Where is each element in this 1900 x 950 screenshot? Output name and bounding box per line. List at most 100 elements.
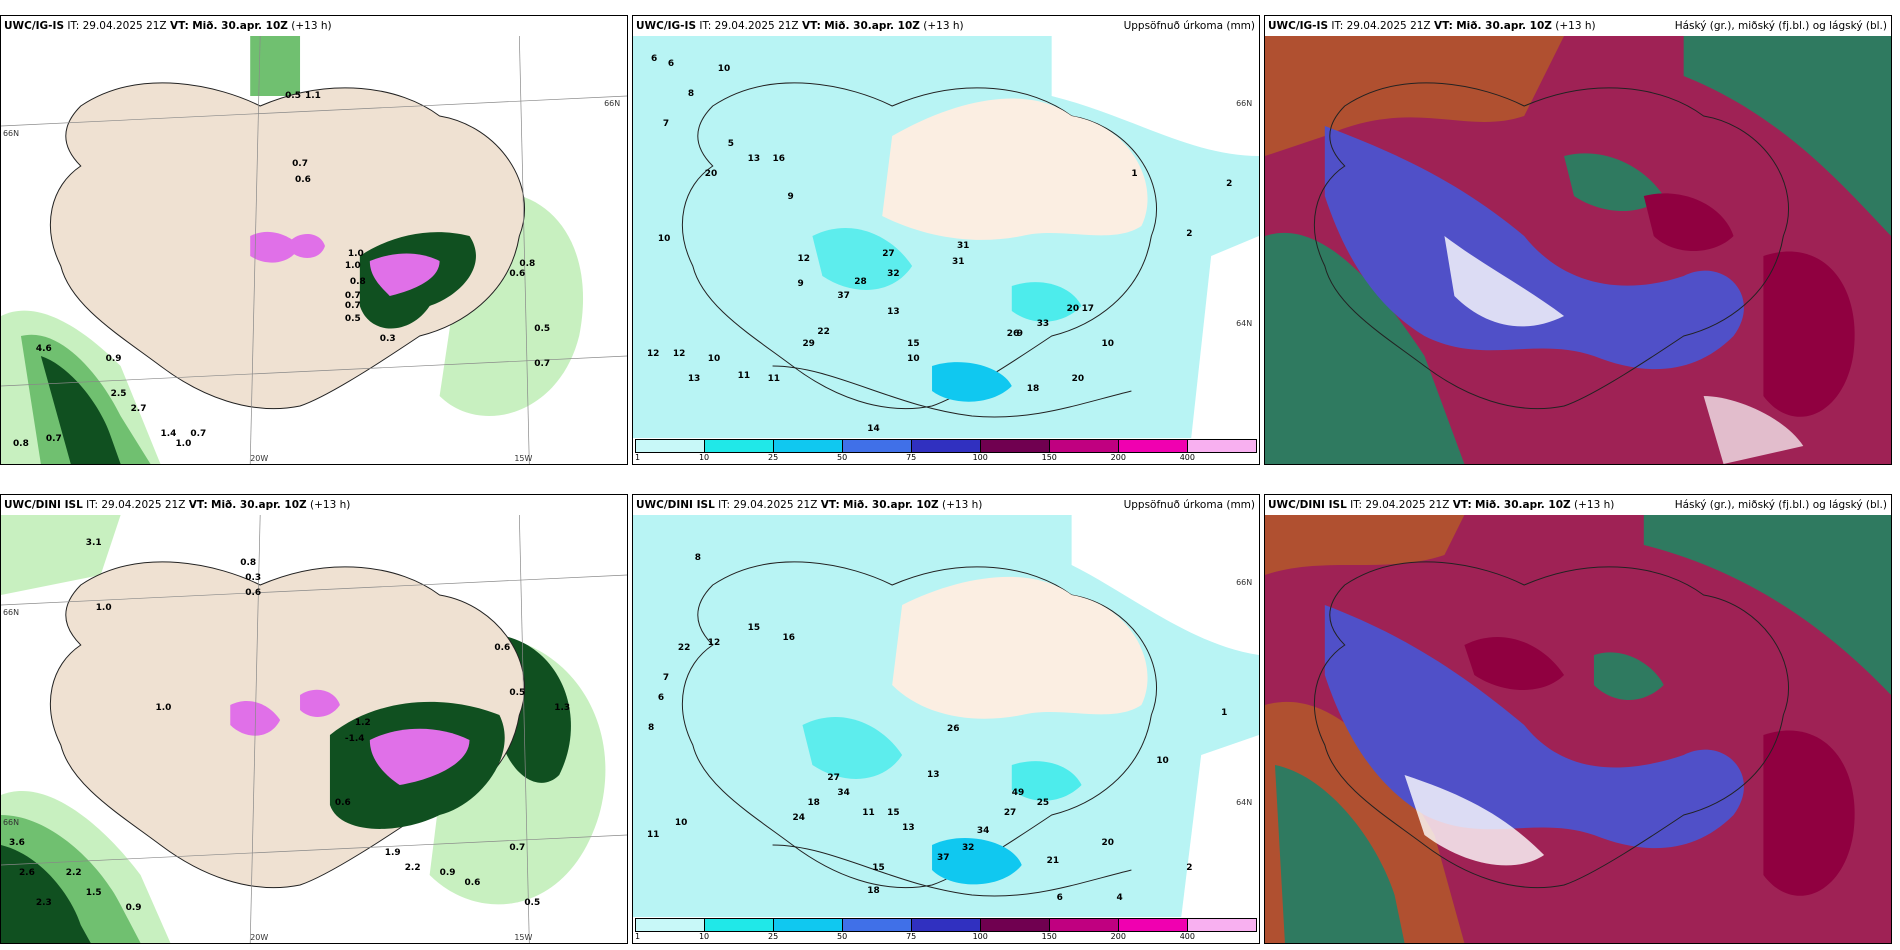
model-name: UWC/IG-IS: [4, 20, 65, 32]
colorbar-swatch: [636, 919, 705, 931]
value-label: 13: [902, 823, 914, 833]
value-label: 16: [783, 633, 795, 643]
colorbar-label: 100: [972, 932, 988, 941]
value-label: 13: [688, 374, 700, 384]
value-label: 0.5: [524, 898, 540, 908]
map-clouds[interactable]: [1265, 515, 1891, 943]
panel-wind-dini: UWC/DINI ISL IT: 29.04.2025 21Z VT: Mið.…: [0, 494, 628, 944]
value-label: 1.0: [156, 703, 172, 713]
value-label: 22: [678, 643, 690, 653]
it-label: IT:: [699, 20, 712, 32]
value-label: 7: [663, 119, 669, 129]
map-wind[interactable]: 66N 66N 20W 15W 3.1 0.8 0.3 0.6 1.0 1.0 …: [1, 515, 627, 943]
value-label: 12: [797, 254, 809, 264]
value-label: 8: [688, 89, 694, 99]
map-precip[interactable]: 66N 64N 6 6 10 8 7 5 13 16 20 9 10 12 9 …: [633, 36, 1259, 438]
vt-value: Mið. 30.apr. 10Z: [843, 499, 939, 511]
value-label: 0.7: [534, 359, 550, 369]
value-label: 0.7: [345, 301, 361, 311]
value-label: 20: [705, 169, 717, 179]
value-label: 0.6: [295, 175, 311, 185]
value-label: 26: [1007, 329, 1019, 339]
colorbar-swatch: [774, 440, 843, 452]
panel-title: Háský (gr.), miðský (fj.bl.) og lágský (…: [1674, 499, 1887, 511]
vt-value: Mið. 30.apr. 10Z: [211, 499, 307, 511]
model-name: UWC/DINI ISL: [4, 499, 83, 511]
panel-header: UWC/DINI ISL IT: 29.04.2025 21Z VT: Mið.…: [1, 495, 627, 515]
colorbar-label: 50: [837, 932, 848, 941]
vt-value: Mið. 30.apr. 10Z: [824, 20, 920, 32]
value-label: 0.3: [380, 334, 396, 344]
cloud-map-svg: [1265, 36, 1891, 464]
colorbar-label: 25: [767, 932, 779, 941]
colorbar-label: 1: [635, 932, 641, 941]
value-label: 10: [675, 818, 687, 828]
colorbar-label: 25: [767, 453, 779, 462]
wind-map-svg: 66N 66N 20W 15W 3.1 0.8 0.3 0.6 1.0 1.0 …: [1, 515, 627, 943]
value-label: 21: [1047, 856, 1059, 866]
wind-map-svg: 66N 66N 20W 15W 0.5 1.1 0.7 0.6 4.6 0.8 …: [1, 36, 627, 464]
colorbar-label: 100: [972, 453, 988, 462]
colorbar-swatch: [1188, 919, 1256, 931]
value-label: 0.5: [509, 688, 525, 698]
value-label: 2.5: [111, 389, 127, 399]
precip-colorbar: 1 10 25 50 75 100 150 200 400: [633, 438, 1259, 464]
value-label: 11: [738, 371, 750, 381]
value-label: 1.0: [175, 439, 191, 449]
value-label: 1.0: [345, 261, 361, 271]
value-label: 22: [817, 327, 829, 337]
panel-header: UWC/DINI ISL IT: 29.04.2025 21Z VT: Mið.…: [1265, 495, 1891, 515]
value-label: 4.6: [36, 344, 52, 354]
value-label: 18: [867, 886, 879, 896]
value-label: 20: [1067, 304, 1079, 314]
vt-label: VT:: [188, 499, 208, 511]
value-label: 32: [962, 843, 974, 853]
value-label: 0.8: [13, 439, 29, 449]
value-label: 0.7: [345, 291, 361, 301]
lat-label: 66N: [604, 99, 620, 108]
colorbar-swatches: [635, 439, 1257, 453]
panel-precip-dini: UWC/DINI ISL IT: 29.04.2025 21Z VT: Mið.…: [632, 494, 1260, 944]
colorbar-swatch: [981, 919, 1050, 931]
colorbar-swatches: [635, 918, 1257, 932]
value-label: 0.8: [519, 259, 535, 269]
value-label: 25: [1037, 798, 1049, 808]
value-label: 7: [663, 673, 669, 683]
colorbar-swatch: [843, 440, 912, 452]
value-label: 1.3: [554, 703, 570, 713]
vt-label: VT:: [801, 20, 821, 32]
value-label: 1: [1221, 708, 1227, 718]
value-label: 33: [1037, 319, 1049, 329]
colorbar-label: 200: [1110, 932, 1126, 941]
panel-title: Uppsöfnuð úrkoma (mm): [1123, 499, 1255, 511]
map-precip[interactable]: 66N 64N 8 12 15 16 22 7 6 8 26 27 34 18 …: [633, 515, 1259, 917]
colorbar-label: 400: [1179, 453, 1195, 462]
lon-label: 20W: [250, 454, 268, 463]
value-label: 2: [1186, 863, 1192, 873]
value-label: 31: [957, 241, 969, 251]
lead-time: (+13 h): [923, 20, 964, 32]
value-label: 8: [695, 553, 701, 563]
value-label: 0.7: [509, 843, 525, 853]
value-label: 0.5: [345, 314, 361, 324]
it-value: 29.04.2025 21Z: [1346, 20, 1431, 32]
value-label: -1.4: [345, 734, 365, 744]
panel-precip-ig: UWC/IG-IS IT: 29.04.2025 21Z VT: Mið. 30…: [632, 15, 1260, 465]
value-label: 0.8: [240, 558, 256, 568]
colorbar-label: 150: [1041, 932, 1057, 941]
map-clouds[interactable]: [1265, 36, 1891, 464]
value-label: 10: [658, 234, 670, 244]
value-label: 6: [658, 693, 664, 703]
lat-label: 66N: [3, 818, 19, 827]
value-label: 27: [1004, 808, 1016, 818]
panel-header: UWC/IG-IS IT: 29.04.2025 21Z VT: Mið. 30…: [633, 16, 1259, 36]
colorbar-swatch: [912, 440, 981, 452]
colorbar-swatch: [705, 919, 774, 931]
vt-label: VT:: [1433, 20, 1453, 32]
map-wind[interactable]: 66N 66N 20W 15W 0.5 1.1 0.7 0.6 4.6 0.8 …: [1, 36, 627, 464]
value-label: 37: [937, 853, 949, 863]
panel-wind-ig: UWC/IG-IS IT: 29.04.2025 21Z VT: Mið. 30…: [0, 15, 628, 465]
value-label: 13: [927, 770, 939, 780]
it-value: 29.04.2025 21Z: [714, 20, 799, 32]
model-name: UWC/IG-IS: [636, 20, 697, 32]
